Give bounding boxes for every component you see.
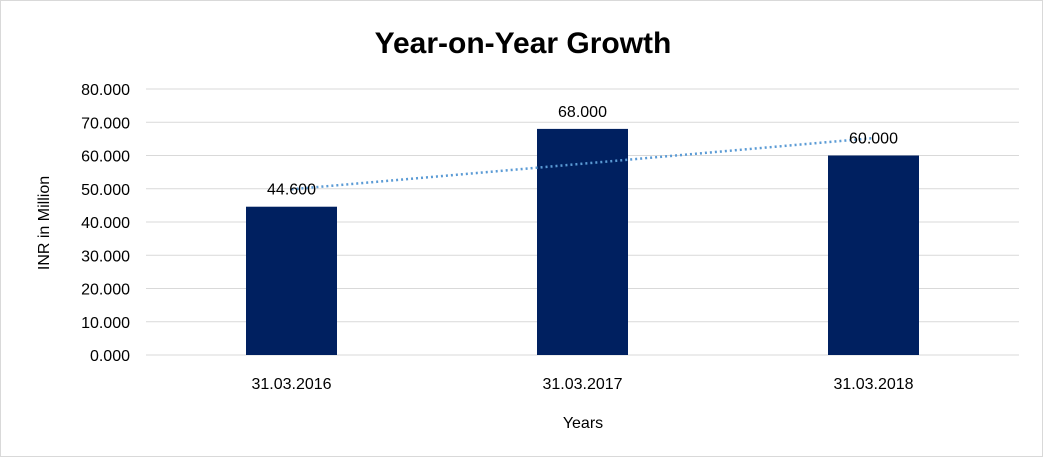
chart-title: Year-on-Year Growth <box>375 27 672 60</box>
trendline-group <box>291 136 874 191</box>
y-axis-ticks: 0.000 10.000 20.000 30.000 40.000 50.000 60.00… <box>81 82 130 365</box>
data-labels: 44.600 68.000 60.000 <box>267 104 898 199</box>
y-tick-label: 60.000 <box>81 149 130 166</box>
data-label: 68.000 <box>558 104 607 121</box>
trendline <box>291 136 874 191</box>
y-axis-label: INR in Million <box>36 176 53 270</box>
y-tick-label: 0.000 <box>90 348 130 365</box>
bar <box>246 206 337 355</box>
y-tick-label: 40.000 <box>81 215 130 232</box>
x-tick-label: 31.03.2018 <box>833 376 913 393</box>
y-tick-label: 80.000 <box>81 82 130 99</box>
x-tick-label: 31.03.2016 <box>251 376 331 393</box>
data-label: 44.600 <box>267 182 316 199</box>
bar <box>828 155 919 355</box>
bar <box>537 128 628 355</box>
y-tick-label: 70.000 <box>81 115 130 132</box>
x-axis-ticks: 31.03.2016 31.03.2017 31.03.2018 <box>251 376 913 393</box>
y-tick-label: 50.000 <box>81 182 130 199</box>
y-tick-label: 30.000 <box>81 248 130 265</box>
data-label: 60.000 <box>849 131 898 148</box>
x-tick-label: 31.03.2017 <box>542 376 622 393</box>
y-tick-label: 10.000 <box>81 315 130 332</box>
y-tick-label: 20.000 <box>81 282 130 299</box>
x-axis-label: Years <box>563 415 603 432</box>
bars <box>246 128 919 355</box>
